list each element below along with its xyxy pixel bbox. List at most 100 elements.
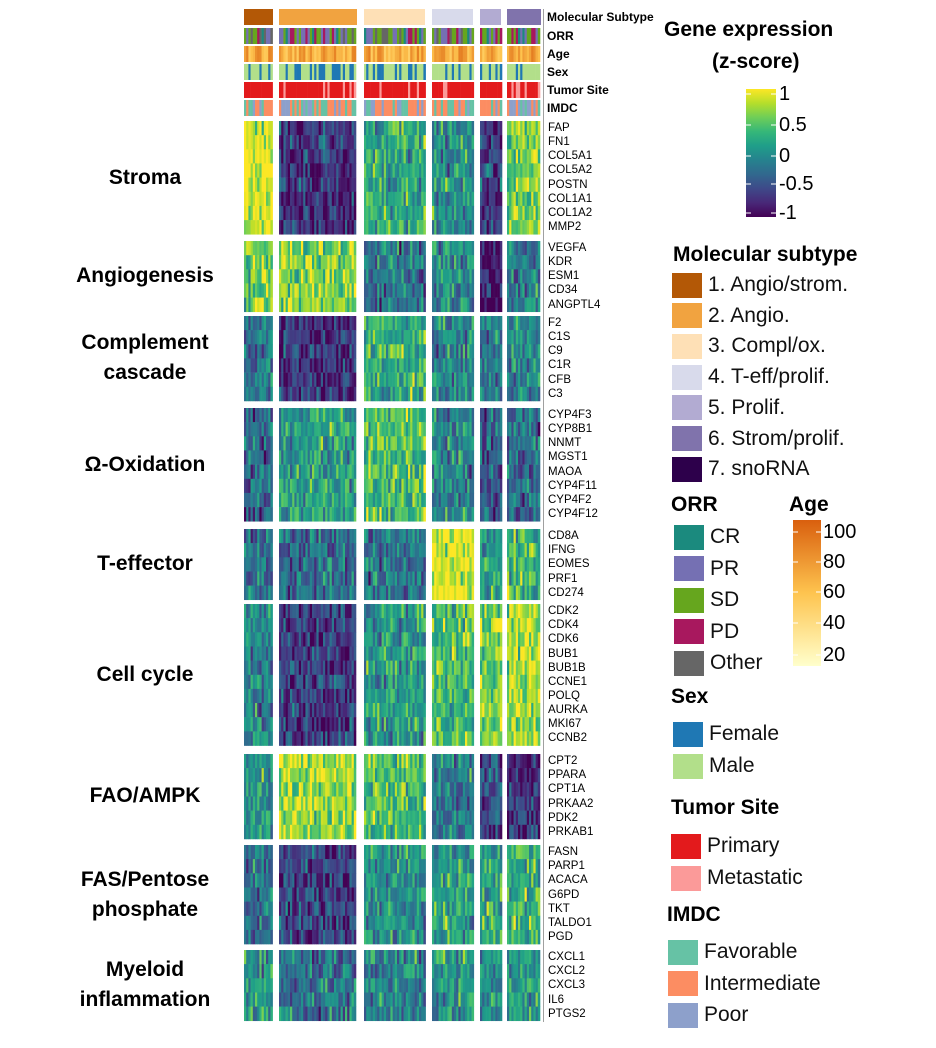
heatmap-cell [495, 163, 498, 178]
heatmap-cell [340, 297, 344, 313]
heatmap-cell [513, 507, 517, 522]
heatmap-cell [392, 507, 396, 522]
heatmap-cell [347, 330, 350, 345]
heatmap-cell [320, 344, 324, 359]
heatmap-cell [432, 646, 435, 661]
annotation-cell [268, 28, 271, 44]
heatmap-cell [303, 283, 306, 298]
heatmap-cell [318, 177, 322, 193]
annotation-cell [372, 46, 376, 62]
heatmap-cell [383, 191, 387, 207]
annotation-cell [537, 82, 541, 98]
heatmap-cell [244, 422, 247, 437]
heatmap-cell [447, 177, 450, 193]
annotation-cell [318, 64, 322, 80]
heatmap-cell [447, 372, 450, 388]
heatmap-cell [342, 618, 346, 633]
heatmap-cell [449, 492, 453, 508]
heatmap-cell [340, 646, 344, 661]
heatmap-cell [347, 632, 350, 647]
heatmap-cell [316, 422, 319, 437]
annotation-cell [347, 46, 350, 62]
heatmap-cell [397, 149, 400, 164]
heatmap-cell [281, 191, 284, 207]
heatmap-cell [529, 408, 532, 423]
heatmap-cell [405, 283, 409, 298]
heatmap-cell [480, 316, 483, 331]
heatmap-cell [482, 163, 485, 178]
heatmap-cell [390, 422, 393, 437]
heatmap-cell [440, 372, 444, 388]
annotation-cell [323, 82, 326, 98]
heatmap-cell [301, 386, 304, 402]
heatmap-cell [518, 163, 521, 178]
heatmap-cell [368, 205, 371, 221]
annotation-cell [537, 100, 541, 116]
heatmap-cell [331, 191, 335, 207]
heatmap-cell [499, 632, 503, 647]
heatmap-cell [320, 408, 324, 423]
heatmap-cell [255, 618, 258, 633]
heatmap-cell [526, 297, 530, 313]
heatmap-cell [488, 450, 492, 465]
heatmap-cell [488, 372, 492, 388]
heatmap-cell [408, 372, 411, 388]
annotation-cell [471, 46, 475, 62]
heatmap-cell [513, 478, 517, 494]
annotation-cell [259, 46, 262, 62]
heatmap-cell [342, 344, 346, 359]
heatmap-cell [279, 422, 282, 437]
heatmap-cell [520, 464, 523, 480]
heatmap-cell [447, 492, 450, 508]
heatmap-cell [419, 330, 422, 345]
heatmap-cell [364, 386, 367, 402]
annotation-cell [364, 100, 367, 116]
heatmap-cell [334, 585, 337, 601]
heatmap-cell [366, 316, 369, 331]
heatmap-cell [436, 450, 439, 465]
heatmap-cell [248, 507, 251, 522]
heatmap-cell [486, 632, 490, 647]
heatmap-cell [279, 269, 282, 284]
heatmap-cell [454, 529, 457, 544]
heatmap-cell [488, 632, 492, 647]
heatmap-cell [484, 269, 487, 284]
heatmap-cell [266, 585, 269, 601]
heatmap-cell [394, 492, 398, 508]
heatmap-cell [403, 464, 407, 480]
heatmap-cell [480, 358, 483, 373]
heatmap-cell [244, 269, 247, 284]
heatmap-cell [522, 632, 525, 647]
heatmap-cell [511, 372, 514, 388]
heatmap-cell [383, 163, 387, 178]
heatmap-cell [520, 604, 523, 619]
heatmap-cell [397, 408, 400, 423]
annotation-cell [379, 46, 382, 62]
heatmap-cell [318, 191, 322, 207]
heatmap-cell [327, 358, 330, 373]
heatmap-cell [423, 478, 426, 494]
annotation-cell [305, 46, 308, 62]
annotation-cell [529, 100, 532, 116]
heatmap-cell [294, 422, 297, 437]
heatmap-cell [312, 422, 315, 437]
annotation-cell [366, 28, 369, 44]
annotation-cell [255, 100, 258, 116]
heatmap-cell [366, 422, 369, 437]
annotation-cell [522, 46, 525, 62]
heatmap-cell [279, 604, 282, 619]
heatmap-cell [520, 121, 523, 136]
annotation-cell [537, 28, 541, 44]
heatmap-cell [248, 149, 251, 164]
heatmap-cell [524, 408, 528, 423]
heatmap-cell [303, 135, 306, 150]
heatmap-cell [379, 529, 382, 544]
heatmap-cell [340, 205, 344, 221]
heatmap-cell [285, 529, 289, 544]
heatmap-cell [449, 372, 453, 388]
heatmap-cell [266, 241, 269, 256]
heatmap-cell [405, 507, 409, 522]
heatmap-cell [484, 191, 487, 207]
heatmap-cell [443, 191, 446, 207]
heatmap-cell [524, 205, 528, 221]
